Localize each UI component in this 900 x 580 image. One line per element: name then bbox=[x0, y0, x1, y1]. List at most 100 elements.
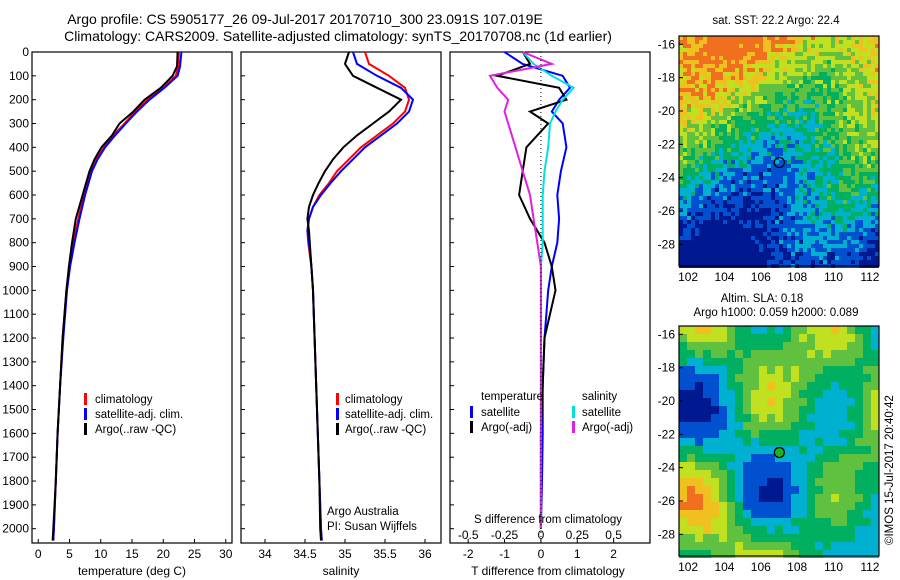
map-cell bbox=[863, 390, 871, 398]
map-cell bbox=[775, 510, 783, 518]
map-cell bbox=[695, 334, 703, 342]
map-cell bbox=[811, 144, 815, 148]
y-tick-label: 600 bbox=[9, 188, 29, 202]
map-cell bbox=[787, 132, 791, 136]
map-cell bbox=[751, 40, 755, 44]
map-cell bbox=[743, 446, 751, 454]
map-cell bbox=[839, 542, 847, 550]
map-cell bbox=[815, 204, 819, 208]
map-cell bbox=[687, 68, 691, 72]
map-cell bbox=[687, 244, 691, 248]
map-cell bbox=[787, 184, 791, 188]
map-cell bbox=[855, 84, 859, 88]
map-cell bbox=[779, 180, 783, 184]
map-cell bbox=[863, 72, 867, 76]
map-cell bbox=[711, 212, 715, 216]
map-cell bbox=[867, 64, 871, 68]
map-cell bbox=[719, 326, 727, 334]
map-cell bbox=[851, 104, 855, 108]
map-cell bbox=[687, 470, 695, 478]
map-cell bbox=[731, 60, 735, 64]
map-cell bbox=[719, 188, 723, 192]
map-cell bbox=[815, 244, 819, 248]
map-cell bbox=[707, 120, 711, 124]
map-cell bbox=[695, 128, 699, 132]
map-cell bbox=[795, 180, 799, 184]
map-cell bbox=[867, 204, 871, 208]
map-cell bbox=[711, 334, 719, 342]
map-cell bbox=[771, 256, 775, 260]
map-cell bbox=[819, 220, 823, 224]
map-cell bbox=[771, 104, 775, 108]
map-cell bbox=[719, 260, 723, 264]
map-cell bbox=[807, 326, 815, 334]
map-cell bbox=[807, 470, 815, 478]
map-cell bbox=[691, 84, 695, 88]
map-cell bbox=[843, 156, 847, 160]
map-cell bbox=[763, 52, 767, 56]
map-cell bbox=[779, 40, 783, 44]
map-cell bbox=[871, 72, 875, 76]
map-cell bbox=[723, 232, 727, 236]
map-cell bbox=[855, 188, 859, 192]
header-line1: Argo profile: CS 5905177_26 09-Jul-2017 … bbox=[67, 11, 543, 27]
map-cell bbox=[799, 184, 803, 188]
map-cell bbox=[835, 64, 839, 68]
map-cell bbox=[751, 76, 755, 80]
map-cell bbox=[755, 52, 759, 56]
map-cell bbox=[831, 248, 835, 252]
map-cell bbox=[691, 104, 695, 108]
map-cell bbox=[763, 44, 767, 48]
map-cell bbox=[839, 326, 847, 334]
map-cell bbox=[795, 84, 799, 88]
salinity-chart: 34 34.5 35 35.5 36 bbox=[241, 51, 432, 561]
map-cell bbox=[751, 92, 755, 96]
map-cell bbox=[823, 220, 827, 224]
map-cell bbox=[715, 40, 719, 44]
map-cell bbox=[767, 208, 771, 212]
map-cell bbox=[831, 208, 835, 212]
map-cell bbox=[839, 334, 847, 342]
map-cell bbox=[695, 208, 699, 212]
map-cell bbox=[823, 136, 827, 140]
map-cell bbox=[819, 112, 823, 116]
map-cell bbox=[827, 172, 831, 176]
map-cell bbox=[783, 212, 787, 216]
map-cell bbox=[851, 88, 855, 92]
map-cell bbox=[771, 216, 775, 220]
map-cell bbox=[823, 224, 827, 228]
map-cell bbox=[763, 132, 767, 136]
map-cell bbox=[875, 220, 879, 224]
map-cell bbox=[735, 60, 739, 64]
map-cell bbox=[807, 216, 811, 220]
map-cell bbox=[715, 144, 719, 148]
map-cell bbox=[815, 172, 819, 176]
map-cell bbox=[783, 164, 787, 168]
map-cell bbox=[787, 164, 791, 168]
map-cell bbox=[783, 232, 787, 236]
map-cell bbox=[763, 220, 767, 224]
map-cell bbox=[727, 208, 731, 212]
map-cell bbox=[747, 68, 751, 72]
map-cell bbox=[723, 132, 727, 136]
map-cell bbox=[775, 358, 783, 366]
map-y-tick-label: -22 bbox=[658, 427, 676, 441]
map-cell bbox=[779, 36, 783, 40]
map-cell bbox=[679, 502, 687, 510]
map-cell bbox=[807, 382, 815, 390]
map-cell bbox=[811, 152, 815, 156]
map-cell bbox=[735, 534, 743, 542]
map-cell bbox=[863, 430, 871, 438]
map-cell bbox=[775, 140, 779, 144]
map-cell bbox=[735, 48, 739, 52]
map-cell bbox=[719, 446, 727, 454]
map-cell bbox=[831, 486, 839, 494]
map-cell bbox=[807, 342, 815, 350]
map-cell bbox=[807, 96, 811, 100]
map-cell bbox=[759, 438, 767, 446]
map-cell bbox=[775, 350, 783, 358]
map-cell bbox=[727, 36, 731, 40]
map-cell bbox=[747, 228, 751, 232]
map-cell bbox=[735, 148, 739, 152]
map-cell bbox=[791, 542, 799, 550]
